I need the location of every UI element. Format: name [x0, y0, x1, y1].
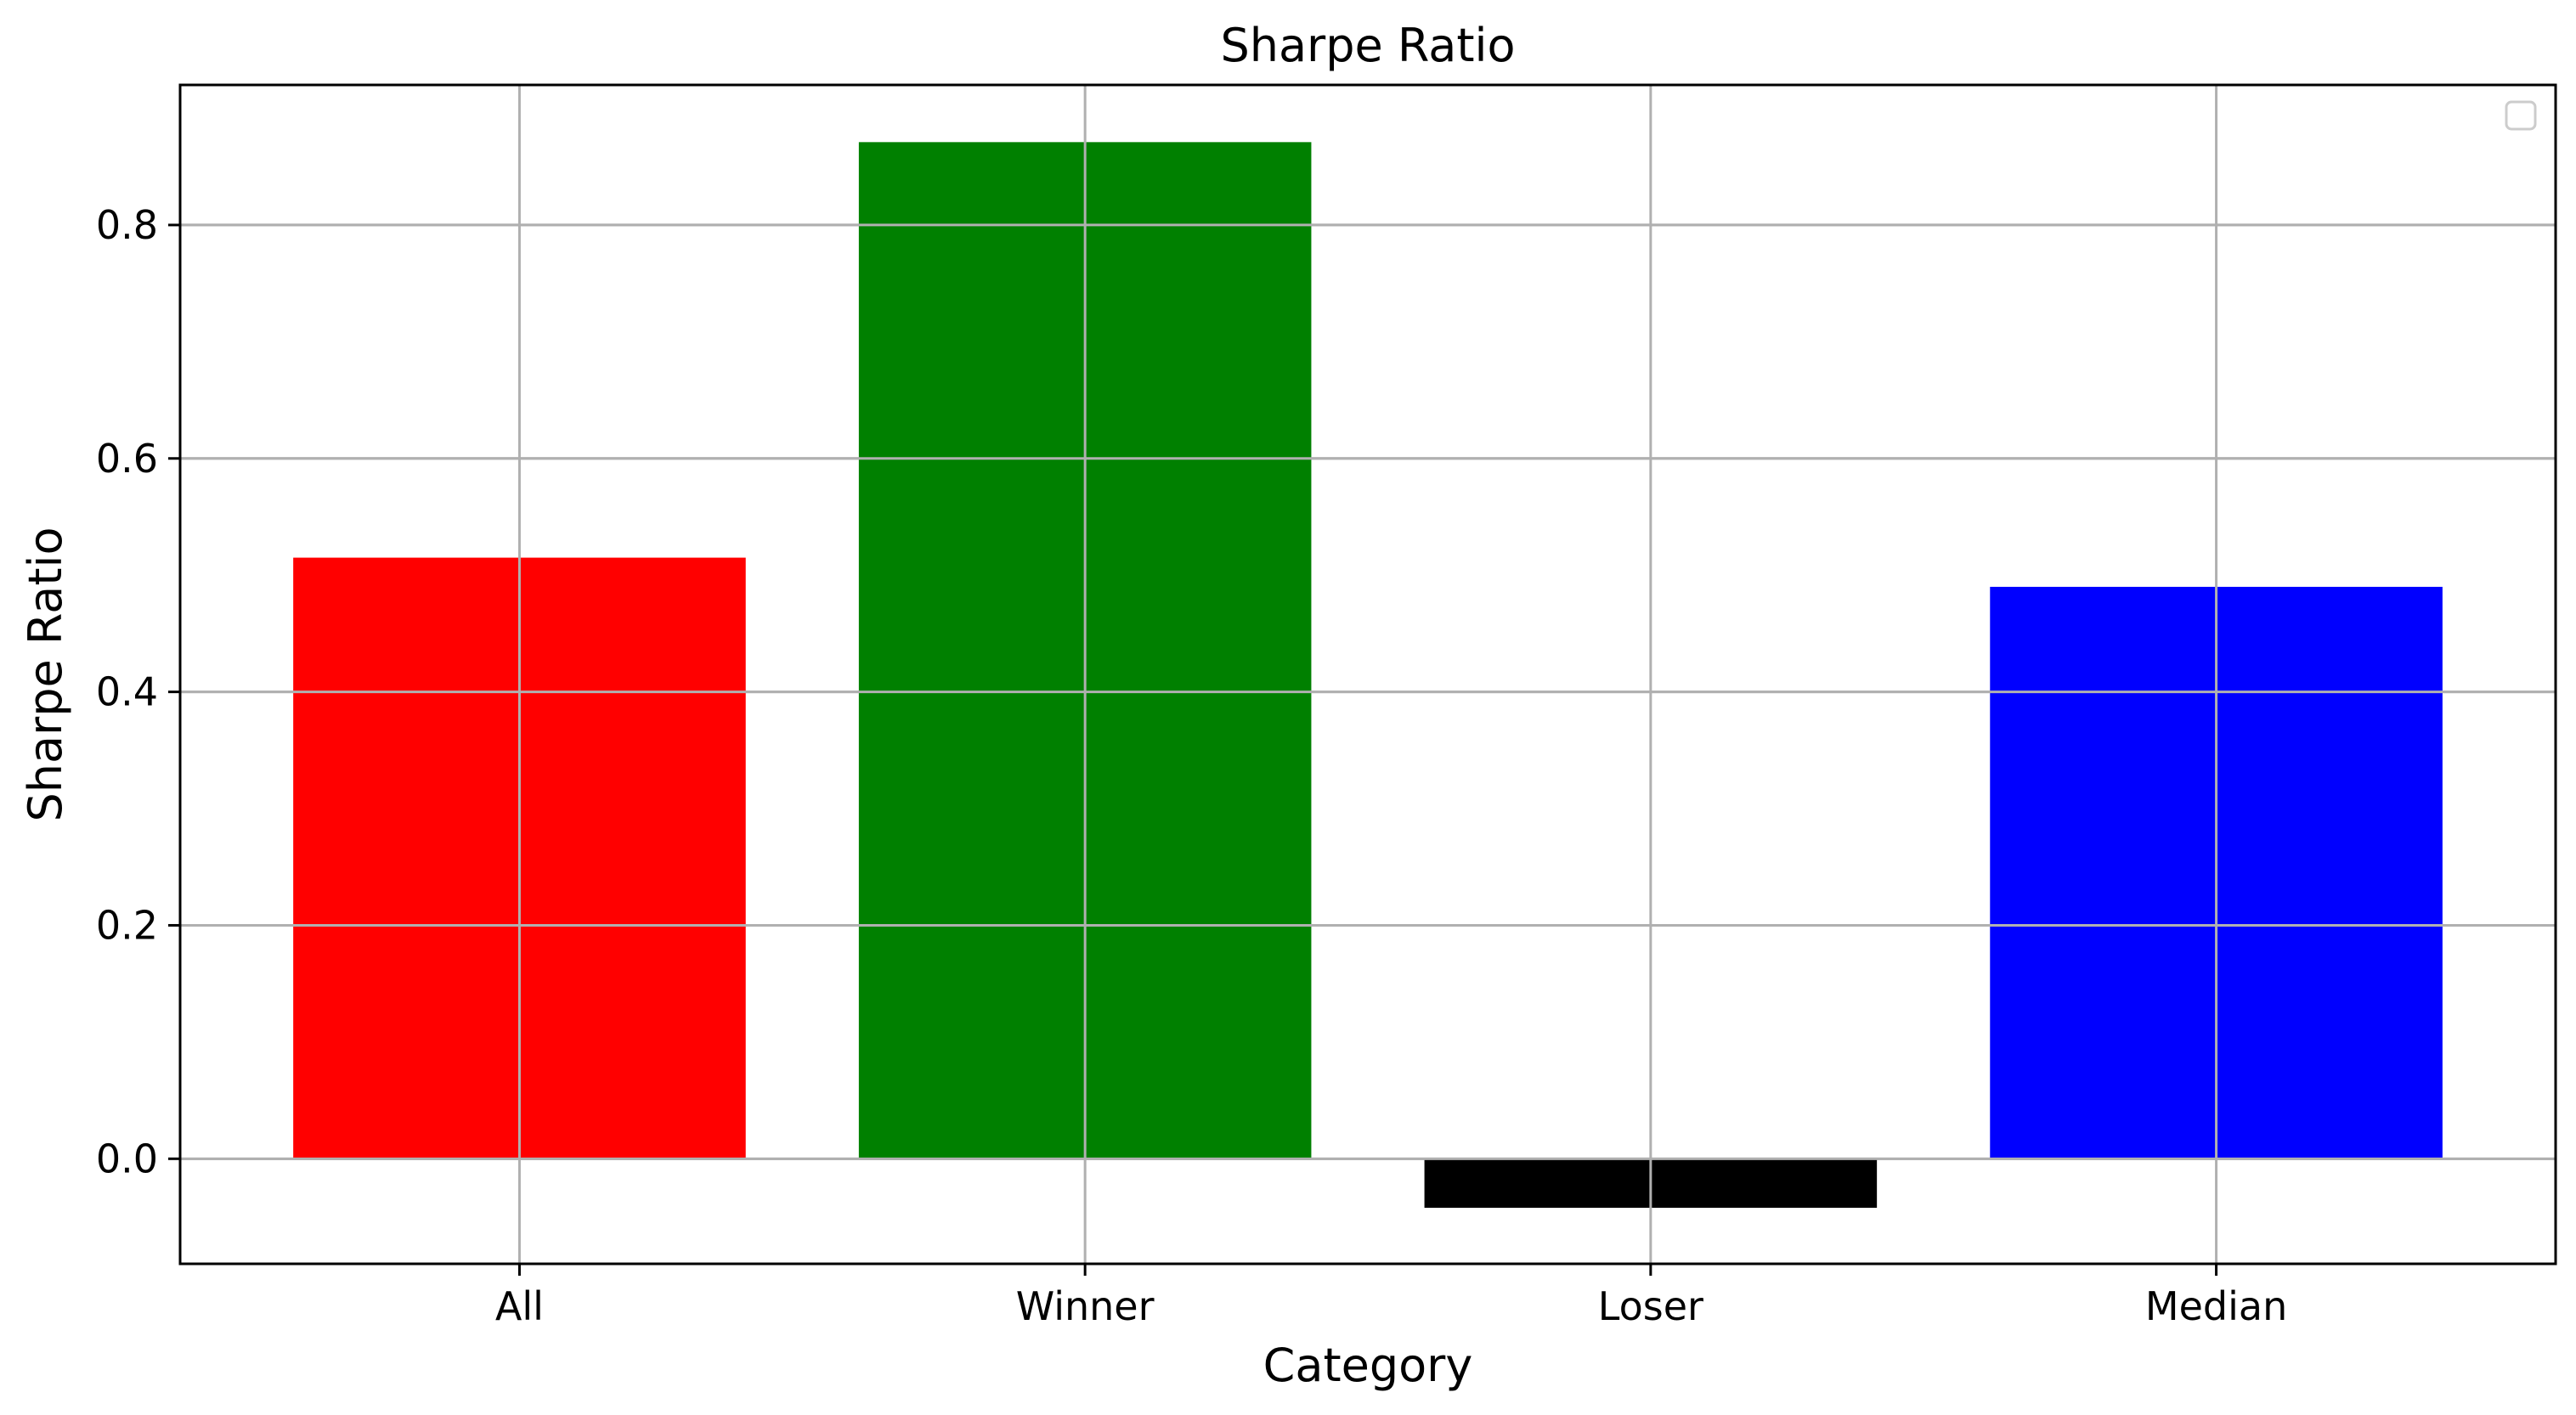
x-tick-label: Winner [1016, 1283, 1155, 1329]
y-axis-label: Sharpe Ratio [19, 527, 72, 821]
x-axis-label: Category [1263, 1339, 1473, 1392]
axes-frame [178, 83, 2557, 1266]
y-tick-label: 0.6 [96, 436, 158, 482]
ticks-layer: 0.0 0.2 0.4 0.6 0.8 All Winner Loser Median [96, 202, 2287, 1329]
grid-overlay-layer [180, 85, 2556, 1264]
y-tick-label: 0.8 [96, 202, 158, 248]
legend-box [2505, 100, 2537, 131]
x-tick-label: All [495, 1283, 544, 1329]
chart-title: Sharpe Ratio [1220, 19, 1515, 72]
x-tick-label: Loser [1598, 1283, 1703, 1329]
y-tick-label: 0.2 [96, 902, 158, 948]
x-tick-label: Median [2145, 1283, 2287, 1329]
y-tick-label: 0.4 [96, 669, 158, 715]
y-tick-label: 0.0 [96, 1136, 158, 1181]
